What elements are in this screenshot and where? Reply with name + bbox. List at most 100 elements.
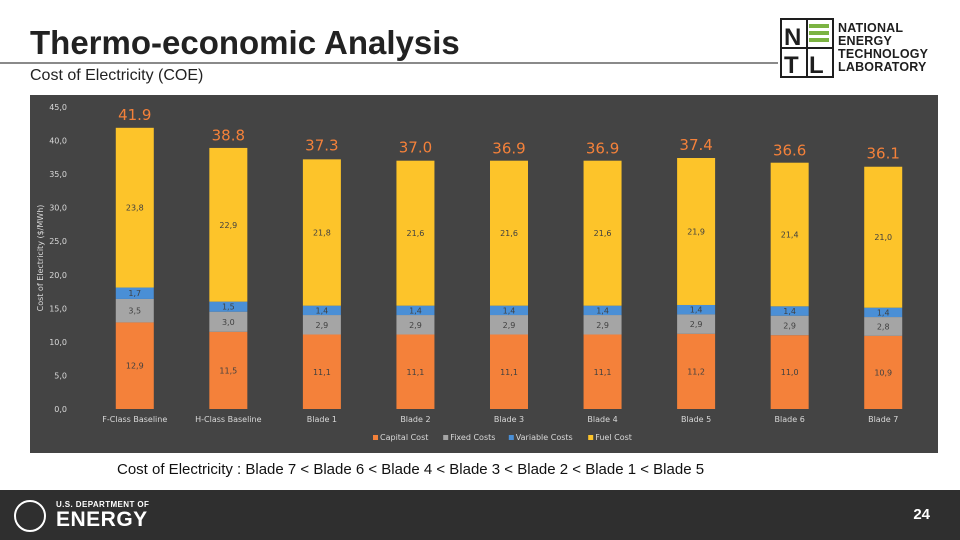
data-label: 1,7 — [128, 289, 141, 298]
legend-swatch — [373, 435, 378, 440]
bar-segment-capital-cost — [490, 334, 528, 409]
svg-text:N: N — [784, 24, 801, 51]
data-label: 10,9 — [874, 368, 892, 377]
total-label: 36.1 — [867, 145, 900, 163]
total-label: 36.9 — [586, 139, 619, 157]
legend-label: Variable Costs — [516, 433, 573, 442]
y-tick-label: 10,0 — [49, 338, 67, 347]
data-label: 11,1 — [594, 368, 612, 377]
y-tick-label: 30,0 — [49, 204, 67, 213]
logo-line: ENERGY — [838, 34, 892, 48]
bar-segment-fuel-cost — [302, 159, 341, 306]
y-tick-label: 0,0 — [54, 405, 67, 414]
footer-bar — [0, 490, 960, 540]
slide-subtitle: Cost of Electricity (COE) — [30, 67, 204, 84]
bar-segment-capital-cost — [115, 322, 154, 409]
data-label: 1,4 — [690, 306, 703, 315]
data-label: 21,4 — [781, 231, 799, 240]
total-label: 36.9 — [492, 139, 525, 157]
x-tick-label: Blade 1 — [307, 415, 337, 424]
y-tick-label: 40,0 — [49, 137, 67, 146]
netl-logo-mark: N T L — [780, 18, 834, 78]
svg-text:L: L — [809, 52, 824, 78]
bar-segment-fuel-cost — [770, 162, 809, 307]
total-label: 36.6 — [773, 141, 806, 159]
y-tick-label: 45,0 — [49, 103, 67, 112]
x-tick-label: Blade 6 — [775, 415, 805, 424]
doe-seal-icon — [14, 500, 46, 532]
data-label: 21,9 — [687, 227, 705, 236]
bar-segment-capital-cost — [302, 334, 341, 409]
coe-stacked-bar-chart: Cost of Electricity ($/MWh) 0,0 5,0 10,0 15,… — [36, 103, 903, 442]
data-label: 21,8 — [313, 228, 331, 237]
legend-label: Capital Cost — [380, 433, 428, 442]
y-tick-label: 35,0 — [49, 170, 67, 179]
x-tick-label: H-Class Baseline — [195, 415, 261, 424]
netl-logo-text: NATIONAL ENERGY TECHNOLOGY LABORATORY — [838, 22, 940, 74]
bar-segment-fixed-costs — [677, 314, 716, 334]
bar-segment-variable-costs — [302, 305, 341, 316]
bar-segment-fixed-costs — [864, 317, 903, 336]
x-tick-label: Blade 4 — [587, 415, 617, 424]
bar-segment-capital-cost — [209, 331, 248, 409]
coe-chart: Cost of Electricity ($/MWh) 0,0 5,0 10,0 15,… — [30, 95, 938, 453]
bar-segment-variable-costs — [396, 305, 435, 316]
x-tick-label: Blade 7 — [868, 415, 898, 424]
doe-logo-big-text: ENERGY — [56, 508, 148, 531]
y-tick-label: 25,0 — [49, 237, 67, 246]
total-label: 37.3 — [305, 137, 338, 155]
bar-segment-variable-costs — [490, 305, 528, 316]
data-label: 1,4 — [783, 307, 796, 316]
conclusion-text: Cost of Electricity : Blade 7 < Blade 6 … — [117, 461, 705, 478]
total-label: 41.9 — [118, 106, 151, 124]
data-label: 2,9 — [316, 321, 329, 330]
data-label: 1,4 — [596, 306, 609, 315]
data-label: 1,4 — [409, 306, 422, 315]
bar-segment-fuel-cost — [677, 158, 716, 305]
bar-segment-fuel-cost — [115, 127, 154, 288]
doe-logo-small-text: U.S. DEPARTMENT OF — [56, 500, 150, 509]
bar-segment-fixed-costs — [396, 315, 435, 335]
data-label: 1,4 — [503, 306, 516, 315]
bar-segment-variable-costs — [583, 305, 622, 316]
y-axis-title: Cost of Electricity ($/MWh) — [36, 205, 45, 312]
bar-segment-capital-cost — [770, 335, 809, 409]
bar-segment-fixed-costs — [770, 315, 809, 336]
bar-segment-fuel-cost — [583, 160, 622, 306]
data-label: 23,8 — [126, 204, 144, 213]
title-divider — [0, 62, 778, 64]
legend-swatch — [443, 435, 449, 440]
data-label: 2,9 — [690, 320, 703, 329]
bar-segment-capital-cost — [864, 335, 903, 409]
legend-label: Fixed Costs — [450, 433, 495, 442]
x-tick-label: Blade 2 — [400, 415, 430, 424]
x-tick-label: F-Class Baseline — [102, 415, 167, 424]
logo-line: TECHNOLOGY — [838, 47, 929, 61]
data-label: 11,1 — [500, 368, 518, 377]
data-label: 2,9 — [596, 321, 609, 330]
legend-label: Fuel Cost — [595, 433, 632, 442]
data-label: 21,6 — [594, 229, 612, 238]
bar-segment-fuel-cost — [490, 160, 528, 306]
y-tick-label: 15,0 — [49, 304, 67, 313]
x-tick-label: Blade 3 — [494, 415, 524, 424]
data-label: 3,0 — [222, 318, 235, 327]
slide-title: Thermo-economic Analysis — [30, 24, 460, 61]
y-tick-label: 20,0 — [49, 271, 67, 280]
data-label: 2,9 — [783, 321, 796, 330]
bar-segment-fixed-costs — [583, 315, 622, 335]
bar-segment-fixed-costs — [302, 315, 341, 335]
doe-logo: U.S. DEPARTMENT OF ENERGY — [14, 496, 174, 536]
page-number: 24 — [913, 506, 930, 523]
bar-segment-fuel-cost — [209, 147, 248, 302]
data-label: 2,9 — [503, 321, 516, 330]
data-label: 11,1 — [313, 368, 331, 377]
netl-logo: N T L NATIONAL ENERGY TECHNOLOGY LABORAT… — [780, 18, 940, 80]
total-label: 37.0 — [399, 139, 432, 157]
x-tick-label: Blade 5 — [681, 415, 711, 424]
data-label: 2,9 — [409, 321, 422, 330]
data-label: 21,6 — [407, 229, 425, 238]
bar-segment-capital-cost — [583, 334, 622, 409]
data-label: 21,6 — [500, 229, 518, 238]
data-label: 1,4 — [877, 308, 890, 317]
